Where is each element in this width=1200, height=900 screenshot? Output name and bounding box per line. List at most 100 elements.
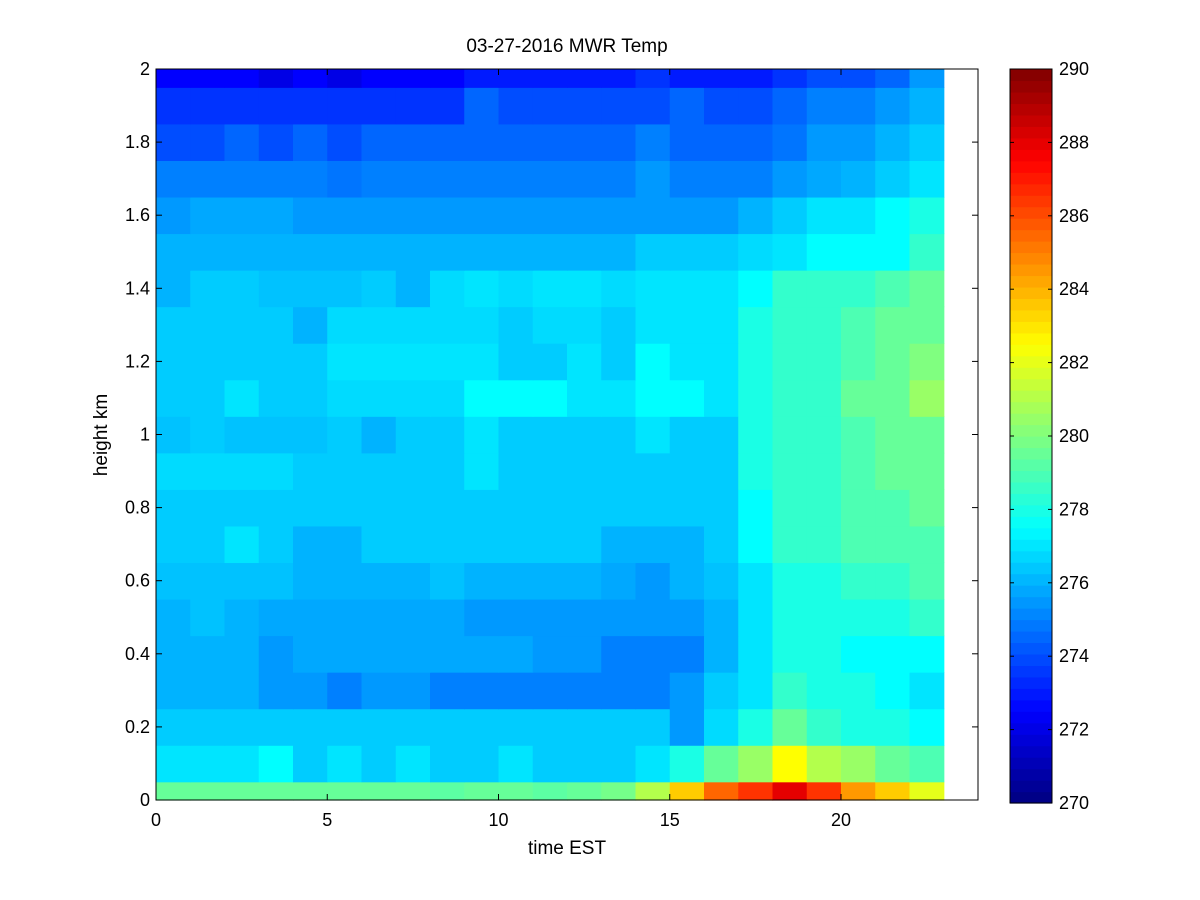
heatmap-cell [841,196,876,235]
heatmap-cell [635,416,671,454]
colorbar-swatch [1010,263,1052,277]
heatmap-cell [772,598,808,637]
heatmap-cell [841,270,876,308]
heatmap-cell [327,452,363,490]
heatmap-cell [909,708,945,746]
heatmap-cell [635,452,671,490]
colorbar-swatch [1010,573,1052,586]
heatmap-cell [875,635,911,673]
heatmap-cell [498,196,534,235]
colorbar-swatch [1010,608,1052,621]
heatmap-cell [258,745,294,783]
heatmap-cell [738,452,774,490]
heatmap-cell [738,635,774,673]
colorbar-swatch [1010,252,1052,265]
heatmap-cell [293,69,328,88]
heatmap-cell [601,233,637,271]
heatmap-cell [532,87,568,125]
heatmap-cell [464,306,500,344]
heatmap-cell [704,379,739,417]
heatmap-cell [498,672,534,710]
heatmap-cell [567,672,602,710]
heatmap-cell [258,196,294,235]
heatmap-cell [327,306,363,344]
heatmap-cell [669,379,705,417]
heatmap-cell [361,343,397,381]
heatmap-cell [327,270,363,308]
colorbar-tick-label: 284 [1059,279,1089,299]
heatmap-cell [224,343,260,381]
colorbar-swatch [1010,665,1052,678]
heatmap-cell [327,123,363,161]
heatmap-cell [841,635,876,673]
heatmap-cell [772,379,808,417]
heatmap-cell [909,745,945,783]
heatmap-cell [806,745,842,783]
heatmap-cell [258,87,294,125]
heatmap-cell [361,489,397,527]
colorbar-tick-label: 280 [1059,426,1089,446]
heatmap-cell [464,123,500,161]
heatmap-cell [498,562,534,600]
heatmap-cell [567,233,602,271]
heatmap-cell [464,781,500,801]
heatmap-cell [464,379,500,417]
heatmap-cell [772,196,808,235]
heatmap-cell [704,87,739,125]
heatmap-cell [532,270,568,308]
colorbar-swatch [1010,206,1052,219]
heatmap-cell [772,708,808,746]
heatmap-cell [532,781,568,801]
heatmap-cell [464,416,500,454]
heatmap-cell [224,160,260,198]
heatmap-cell [224,87,260,125]
heatmap-cell [806,306,842,344]
y-axis-title: height km [91,394,112,476]
heatmap-cell [361,379,397,417]
heatmap-cell [327,672,363,710]
heatmap-cell [293,270,328,308]
colorbar-swatch [1010,298,1052,311]
x-tick-label: 20 [831,810,851,830]
heatmap-cell [430,525,465,564]
heatmap-cell [806,69,842,88]
heatmap-cell [704,233,739,271]
heatmap-cell [224,233,260,271]
heatmap-cell [224,672,260,710]
heatmap-cell [532,745,568,783]
colorbar-swatch [1010,619,1052,632]
heatmap-cell [567,306,602,344]
heatmap-cell [190,343,226,381]
heatmap-cell [258,379,294,417]
heatmap-cell [395,416,431,454]
heatmap-cell [190,123,226,161]
heatmap-cell [532,416,568,454]
heatmap-cell [601,69,637,88]
heatmap-cell [430,781,465,801]
colorbar-swatch [1010,137,1052,150]
colorbar-swatch [1010,447,1052,460]
heatmap-cell [532,672,568,710]
heatmap-cell [464,196,500,235]
heatmap-cell [841,160,876,198]
x-tick-label: 10 [488,810,508,830]
colorbar-swatch [1010,493,1052,506]
colorbar-swatch [1010,757,1052,770]
heatmap-cell [224,781,260,801]
heatmap-cell [156,160,191,198]
heatmap-cell [190,598,226,637]
heatmap-cell [738,708,774,746]
heatmap-cell [738,343,774,381]
heatmap-cell [498,781,534,801]
heatmap-cell [601,781,637,801]
colorbar-tick-label: 282 [1059,353,1089,373]
heatmap-cell [361,525,397,564]
heatmap-cell [361,781,397,801]
heatmap-cell [361,452,397,490]
colorbar-swatch [1010,160,1052,173]
heatmap-cell [430,452,465,490]
heatmap-cell [567,452,602,490]
heatmap-cell [395,489,431,527]
heatmap-cell [567,489,602,527]
colorbar-tick-label: 274 [1059,646,1089,666]
